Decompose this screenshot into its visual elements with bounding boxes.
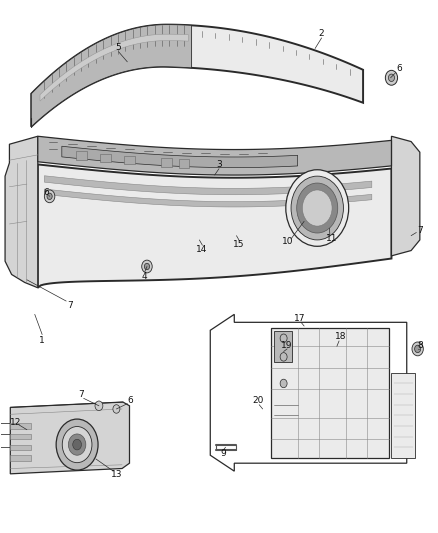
Circle shape [286, 169, 349, 246]
Circle shape [280, 334, 287, 343]
Circle shape [73, 439, 81, 450]
Polygon shape [100, 154, 111, 162]
Polygon shape [11, 434, 31, 439]
Text: 3: 3 [216, 160, 222, 169]
Polygon shape [5, 136, 38, 288]
Polygon shape [38, 136, 392, 175]
Polygon shape [272, 328, 389, 458]
Polygon shape [11, 423, 31, 429]
Text: 19: 19 [280, 341, 292, 350]
Text: 6: 6 [127, 396, 133, 405]
Text: 11: 11 [326, 235, 337, 244]
Polygon shape [38, 165, 392, 288]
Circle shape [280, 379, 287, 387]
Polygon shape [44, 176, 372, 195]
Polygon shape [76, 151, 87, 160]
Text: 7: 7 [78, 390, 85, 399]
Polygon shape [11, 445, 31, 450]
Text: 13: 13 [111, 471, 122, 479]
Text: 9: 9 [220, 449, 226, 458]
Circle shape [47, 193, 52, 199]
Circle shape [291, 176, 343, 240]
Polygon shape [31, 25, 191, 127]
Circle shape [62, 426, 92, 463]
Polygon shape [161, 158, 172, 167]
Polygon shape [62, 146, 297, 167]
Polygon shape [391, 373, 416, 458]
Text: 6: 6 [396, 64, 402, 73]
Circle shape [297, 183, 338, 233]
Text: 6: 6 [44, 188, 49, 197]
Circle shape [302, 190, 332, 226]
Text: 2: 2 [319, 29, 325, 38]
Circle shape [415, 345, 421, 353]
Text: 14: 14 [196, 245, 207, 254]
Text: 1: 1 [39, 336, 45, 345]
Polygon shape [11, 455, 31, 461]
Circle shape [68, 434, 86, 455]
Text: 8: 8 [417, 341, 423, 350]
Text: 7: 7 [67, 301, 73, 310]
Circle shape [113, 405, 120, 413]
Polygon shape [31, 25, 363, 127]
Polygon shape [40, 34, 188, 101]
Polygon shape [124, 156, 135, 164]
Circle shape [56, 419, 98, 470]
Text: 4: 4 [142, 272, 148, 280]
Circle shape [389, 74, 395, 82]
Text: 10: 10 [282, 237, 294, 246]
Text: 15: 15 [233, 240, 244, 249]
Text: 18: 18 [335, 332, 346, 341]
Circle shape [412, 342, 424, 356]
Text: 20: 20 [253, 396, 264, 405]
Circle shape [142, 260, 152, 273]
Circle shape [145, 263, 150, 270]
Text: 12: 12 [10, 418, 21, 427]
Text: 7: 7 [417, 226, 423, 235]
Circle shape [385, 70, 398, 85]
Polygon shape [392, 136, 420, 256]
Polygon shape [11, 402, 130, 474]
Polygon shape [179, 159, 189, 167]
Polygon shape [274, 332, 292, 362]
Circle shape [95, 401, 103, 410]
Polygon shape [44, 189, 372, 207]
Circle shape [280, 353, 287, 361]
Text: 17: 17 [294, 314, 306, 323]
Circle shape [44, 190, 55, 203]
Text: 5: 5 [116, 43, 121, 52]
